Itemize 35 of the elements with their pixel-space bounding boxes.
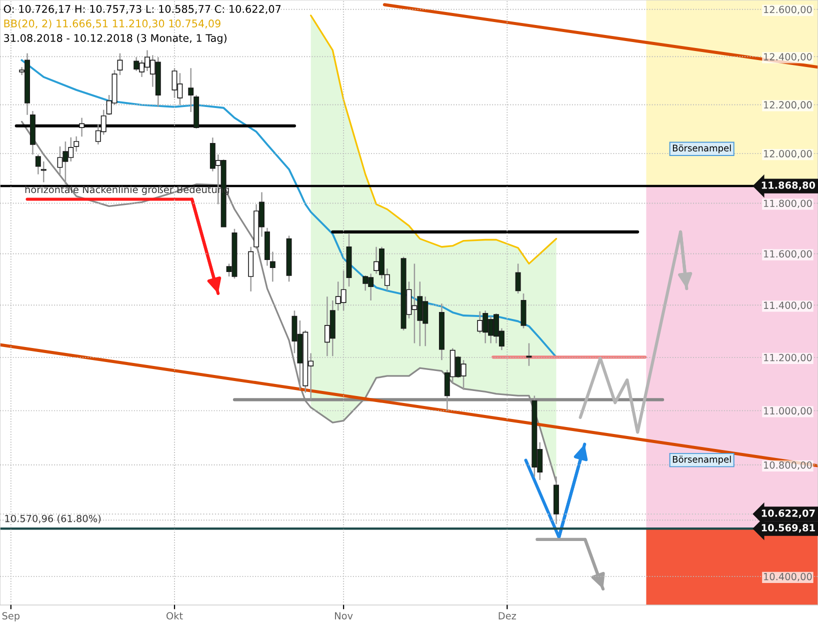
candlestick <box>79 117 85 138</box>
y-tick-label: 12.600,00 <box>764 6 812 14</box>
x-tick-label: Nov <box>335 612 353 620</box>
candlestick <box>35 154 41 175</box>
candlestick <box>526 342 532 367</box>
x-tick-label: Dez <box>498 612 516 620</box>
candlestick <box>74 136 80 152</box>
annotation: BB(20, 2) 11.666,51 11.210,30 10.754,09 <box>4 19 220 29</box>
y-tick-label: 10.400,00 <box>764 572 812 582</box>
candlestick <box>117 52 123 76</box>
chart-title: O: 10.726,17 H: 10.757,73 L: 10.585,77 C: 10.622,07 <box>4 5 281 14</box>
annotation: 10.570,96 (61.80%) <box>5 514 101 524</box>
band-label: Börsenampel <box>672 456 731 464</box>
y-tick-label: 12.400,00 <box>764 53 812 62</box>
band-label: Börsenampel <box>672 144 731 154</box>
line-series <box>310 14 558 265</box>
y-tick-label: 11.200,00 <box>764 354 812 362</box>
y-tick-label: 12.000,00 <box>764 150 812 158</box>
candlestick <box>270 251 276 282</box>
x-tick-label: Okt <box>166 612 183 620</box>
candlestick <box>40 160 46 183</box>
line-series <box>20 59 558 358</box>
ref-line-label: 10.622,07 <box>762 509 815 518</box>
candlestick <box>188 67 194 113</box>
ref-line-label: 11.868,80 <box>762 182 816 190</box>
y-tick-label: 11.600,00 <box>764 250 812 259</box>
y-tick-label: 12.200,00 <box>764 101 812 110</box>
x-tick-label: Sep <box>2 612 20 622</box>
ref-line-label: 10.569,81 <box>762 524 815 533</box>
y-tick-label: 11.000,00 <box>764 407 812 416</box>
y-tick-label: 11.800,00 <box>764 200 812 208</box>
y-tick-label: 11.400,00 <box>764 302 812 310</box>
candlestick <box>515 263 521 294</box>
text: 31.08.2018 - 10.12.2018 (3 Monate, 1 Tag) <box>4 34 226 44</box>
y-tick-label: 10.800,00 <box>764 461 812 470</box>
